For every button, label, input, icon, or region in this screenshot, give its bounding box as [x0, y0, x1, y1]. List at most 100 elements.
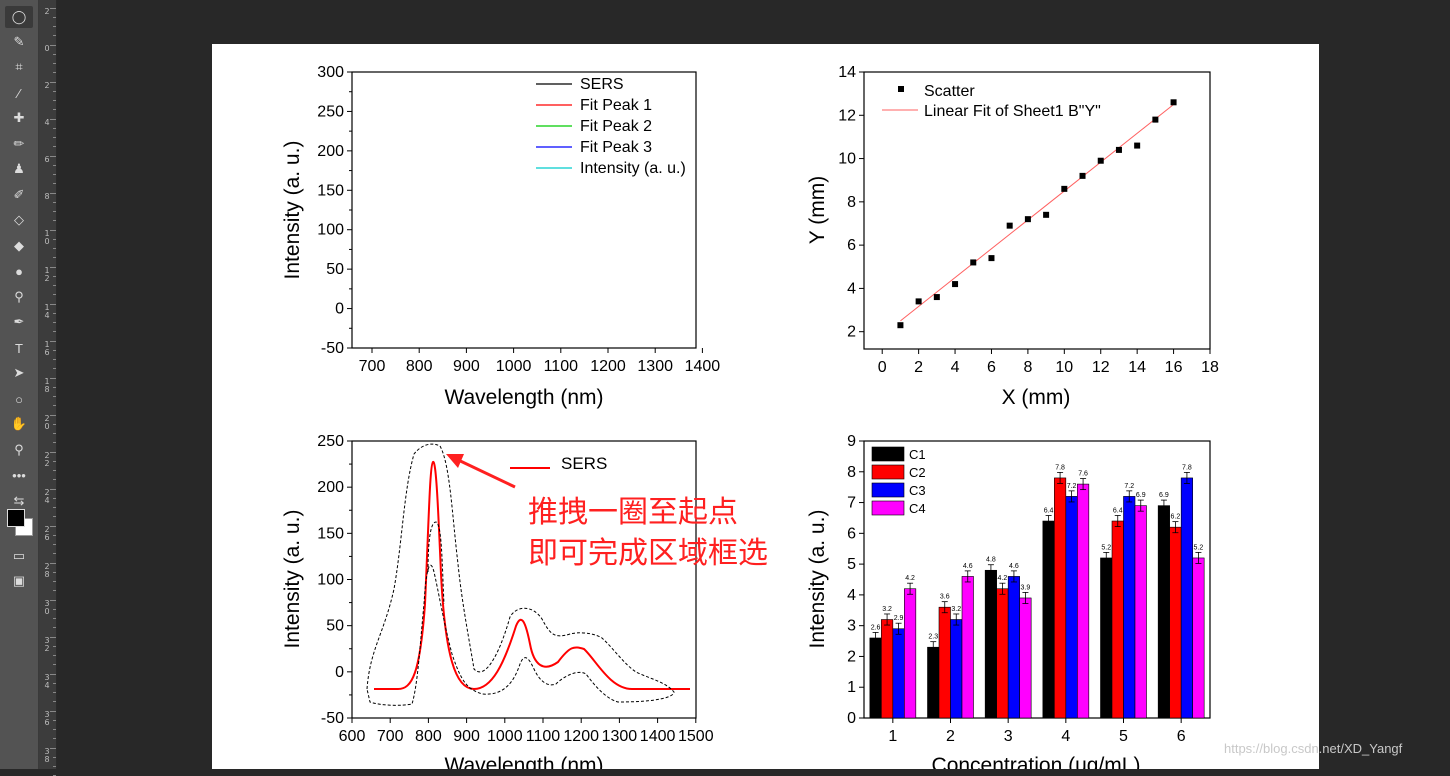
y-tick-label: 3: [847, 618, 856, 635]
x-tick-label: 1300: [602, 728, 638, 745]
bar-value-label: 4.6: [1009, 563, 1019, 570]
bar: [1180, 477, 1193, 719]
more-tools-icon[interactable]: •••: [12, 467, 26, 483]
eyedropper-icon[interactable]: ⁄: [17, 85, 21, 101]
x-tick-label: 4: [1061, 728, 1070, 745]
bar-value-label: 6.4: [1113, 507, 1123, 514]
type-icon[interactable]: T: [15, 340, 23, 356]
ruler-label: 2: [44, 81, 50, 90]
chart-3-xlabel: Wavelength (nm): [444, 754, 603, 769]
x-tick-label: 8: [1023, 359, 1032, 376]
bar-value-label: 4.2: [905, 575, 915, 582]
y-tick-label: 0: [847, 710, 856, 727]
y-tick-label: 50: [326, 261, 344, 278]
x-tick-label: 1: [888, 728, 897, 745]
bar-value-label: 6.9: [1136, 492, 1146, 499]
chart-4-frame: [863, 440, 1211, 719]
x-tick-label: 3: [1004, 728, 1013, 745]
tools-panel: ◯ ✎ ⌗ ⁄ ✚ ✏ ♟ ✐ ◇ ◆ ● ⚲ ✒ T ➤ ○ ✋ ⚲ ••• ▭ ▣ ⇆: [0, 0, 39, 769]
y-tick-label: 6: [847, 525, 856, 542]
x-tick-label: 4: [951, 359, 960, 376]
x-tick-label: 700: [359, 358, 386, 375]
chart-1-wavelength-fit: 300 250 200 150 100 50 0 -50 700 800 900 1000 1100 1…: [281, 64, 720, 409]
paint-bucket-icon[interactable]: ◆: [14, 238, 24, 253]
x-tick-label: 1400: [640, 728, 676, 745]
swap-colors-icon[interactable]: ⇆: [13, 493, 25, 508]
bar-value-label: 3.2: [951, 606, 961, 613]
scatter-point: [970, 259, 977, 266]
quick-mask-icon[interactable]: ▭: [12, 548, 26, 563]
bar: [881, 619, 894, 719]
bar-value-label: 3.9: [1021, 584, 1031, 591]
bar: [927, 646, 940, 719]
lasso-tool-icon[interactable]: ◯: [5, 6, 33, 28]
x-tick-label: 900: [453, 728, 480, 745]
scatter-point: [1024, 216, 1031, 223]
ellipse-icon[interactable]: ○: [15, 391, 23, 407]
bar-value-label: 5.2: [1101, 544, 1111, 551]
x-tick-label: 1000: [487, 728, 523, 745]
chart-3-sers-curve: [374, 460, 690, 691]
hand-icon[interactable]: ✋: [10, 416, 28, 431]
x-tick-label: 2: [946, 728, 955, 745]
x-tick-label: 6: [1177, 728, 1186, 745]
x-tick-label: 16: [1165, 359, 1183, 376]
x-tick-label: 14: [1128, 359, 1146, 376]
zoom-icon[interactable]: ⚲: [14, 442, 24, 457]
bar: [1042, 520, 1055, 719]
legend-label: Fit Peak 2: [580, 118, 652, 135]
bar: [1054, 477, 1067, 719]
bar-value-label: 7.2: [1124, 483, 1134, 490]
y-tick-label: 2: [847, 324, 856, 341]
ruler-label: 2: [44, 7, 50, 16]
x-tick-label: 1100: [526, 728, 561, 745]
y-tick-label: 250: [317, 433, 344, 450]
crop-icon[interactable]: ⌗: [15, 59, 23, 74]
chart-4-bar: 9 8 7 6 5 4 3 2 1 0 1 2 3 4 5 6 Intensity (a. u.) Conc…: [806, 433, 1211, 776]
path-selection-icon[interactable]: ➤: [13, 365, 25, 380]
scatter-point: [933, 294, 940, 301]
y-tick-label: 4: [847, 280, 856, 297]
brush-icon[interactable]: ✏: [13, 136, 25, 151]
scatter-point: [1043, 211, 1050, 218]
foreground-color-swatch[interactable]: [7, 509, 25, 527]
scatter-point: [1115, 146, 1122, 153]
scatter-point: [1097, 157, 1104, 164]
blur-icon[interactable]: ●: [15, 263, 23, 279]
dodge-icon[interactable]: ⚲: [14, 289, 24, 304]
scatter-point: [897, 322, 904, 329]
legend-label: SERS: [561, 454, 607, 473]
lasso-selection-outline[interactable]: [366, 443, 675, 706]
x-tick-label: 2: [914, 359, 923, 376]
y-tick-label: -50: [321, 710, 344, 727]
history-brush-icon[interactable]: ✐: [13, 187, 25, 202]
x-tick-label: 700: [377, 728, 404, 745]
healing-brush-icon[interactable]: ✚: [13, 110, 25, 125]
bar: [1169, 526, 1182, 719]
pen-icon[interactable]: ✒: [13, 314, 25, 329]
chart-1-legend: SERS Fit Peak 1 Fit Peak 2 Fit Peak 3 Intens…: [536, 76, 686, 177]
document-canvas[interactable]: 300 250 200 150 100 50 0 -50 700 800 900 1000 1100 1…: [212, 44, 1319, 776]
y-tick-label: 4: [847, 587, 856, 604]
legend-label: Fit Peak 1: [580, 97, 652, 114]
screen-mode-icon[interactable]: ▣: [12, 573, 26, 588]
y-tick-label: 150: [317, 525, 344, 542]
bar-value-label: 7.8: [1182, 464, 1192, 471]
y-tick-label: 5: [847, 556, 856, 573]
quick-selection-icon[interactable]: ✎: [13, 34, 25, 49]
watermark-text: https://blog.csdn.net/XD_Yangf: [1224, 741, 1403, 756]
bar: [1111, 520, 1124, 719]
legend-label: Linear Fit of Sheet1 B"Y": [924, 103, 1101, 120]
eraser-icon[interactable]: ◇: [14, 212, 24, 227]
legend-label: SERS: [580, 76, 624, 93]
clone-stamp-icon[interactable]: ♟: [13, 161, 25, 176]
scatter-point: [1061, 185, 1068, 192]
bar-value-label: 2.3: [928, 634, 938, 641]
bar-value-label: 3.2: [882, 606, 892, 613]
